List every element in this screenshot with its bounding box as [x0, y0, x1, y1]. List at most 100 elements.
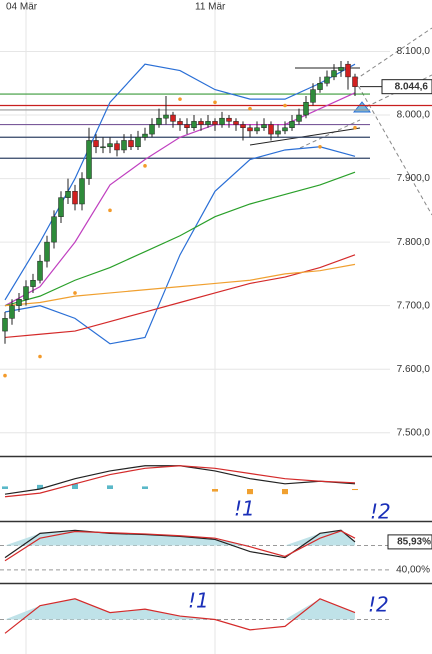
- x-tick-label: 11 Mär: [195, 2, 226, 13]
- candle-body: [247, 127, 253, 132]
- candle-body: [331, 70, 337, 78]
- y-tick-label: 7.800,0: [397, 237, 431, 248]
- sar-dot: [73, 291, 77, 295]
- sar-dot: [318, 144, 322, 149]
- annotation: !2: [368, 593, 389, 617]
- candle-body: [93, 140, 99, 148]
- candle-body: [2, 318, 8, 332]
- indicator-line: [4, 263, 356, 307]
- indicator-line: [4, 171, 356, 307]
- candle-body: [86, 140, 92, 179]
- candle-body: [51, 216, 57, 243]
- histogram-bar: [142, 486, 148, 489]
- trend-line: [249, 127, 361, 146]
- y-tick-label: 8.000,0: [397, 110, 431, 121]
- candle-body: [135, 137, 141, 148]
- trend-line: [354, 79, 432, 216]
- sar-dot: [353, 125, 357, 130]
- indicator-line: [4, 146, 356, 345]
- candle-body: [163, 114, 169, 119]
- candle-body: [205, 121, 211, 125]
- candle-body: [254, 127, 260, 132]
- histogram-bar: [72, 483, 78, 489]
- candle-body: [79, 178, 85, 205]
- candle-body: [310, 89, 316, 103]
- sar-dot: [108, 208, 112, 213]
- sar-dot: [283, 103, 287, 108]
- indicator-line: [4, 465, 356, 498]
- histogram-bar: [212, 489, 218, 492]
- candle-body: [149, 124, 155, 135]
- y-tick-label: 7.500,0: [397, 427, 431, 438]
- candle-body: [9, 305, 15, 319]
- candle-body: [324, 76, 330, 84]
- value-tag: [387, 534, 432, 550]
- y-tick-label: 8.100,0: [397, 46, 431, 57]
- sar-dot: [3, 373, 7, 378]
- histogram-bar: [37, 484, 43, 489]
- histogram-bar: [107, 485, 113, 489]
- candle-body: [317, 82, 323, 90]
- candle-body: [23, 286, 29, 300]
- candle-body: [128, 140, 134, 148]
- candle-body: [142, 133, 148, 138]
- candle-body: [198, 121, 204, 125]
- y-tick-label: 7.600,0: [397, 364, 431, 375]
- candle-body: [345, 63, 351, 78]
- candle-body: [212, 121, 218, 125]
- candle-body: [170, 114, 176, 122]
- last-price-label: 8.044,6: [395, 81, 429, 92]
- candle-body: [233, 121, 239, 125]
- candle-body: [100, 146, 106, 149]
- overbought-fill: [5, 598, 355, 620]
- overbought-fill: [5, 530, 355, 546]
- candle-body: [16, 299, 22, 306]
- y-tick-label: 7.700,0: [397, 300, 431, 311]
- candle-body: [30, 279, 36, 287]
- candle-body: [261, 124, 267, 128]
- sar-dot: [143, 164, 147, 168]
- candle-body: [282, 127, 288, 132]
- sar-dot: [178, 97, 182, 101]
- histogram-bar: [352, 489, 358, 491]
- candle-body: [352, 76, 358, 87]
- annotation: !1: [188, 589, 209, 613]
- histogram-bar: [2, 486, 8, 489]
- annotation: !2: [370, 500, 391, 524]
- candle-body: [72, 191, 78, 205]
- sar-dot: [248, 106, 252, 111]
- candle-body: [114, 143, 120, 151]
- candle-body: [268, 124, 274, 135]
- indicator-line: [4, 254, 356, 339]
- trend-line: [354, 27, 432, 81]
- candle-body: [275, 130, 281, 135]
- candle-body: [289, 121, 295, 128]
- sar-dot: [38, 354, 42, 359]
- last-value-label: 85,93%: [397, 537, 431, 548]
- candle-body: [58, 197, 64, 217]
- indicator-line: [4, 530, 356, 562]
- indicator-line: [4, 529, 356, 559]
- candle-body: [44, 241, 50, 262]
- candle-body: [121, 140, 127, 151]
- candle-body: [303, 102, 309, 116]
- candle-body: [37, 260, 43, 281]
- histogram-bar: [247, 489, 253, 495]
- candle-body: [338, 67, 344, 71]
- indicator-line: [4, 598, 356, 634]
- candle-body: [219, 117, 225, 125]
- histogram-bar: [282, 489, 288, 495]
- candle-body: [184, 124, 190, 128]
- sar-dot: [213, 100, 217, 105]
- candle-body: [240, 124, 246, 128]
- candle-body: [296, 114, 302, 122]
- candle-body: [65, 191, 71, 198]
- annotation: !1: [234, 497, 255, 521]
- candle-body: [177, 121, 183, 125]
- y-tick-label: 40,00%: [396, 564, 430, 575]
- candle-body: [191, 121, 197, 128]
- candle-body: [107, 143, 113, 148]
